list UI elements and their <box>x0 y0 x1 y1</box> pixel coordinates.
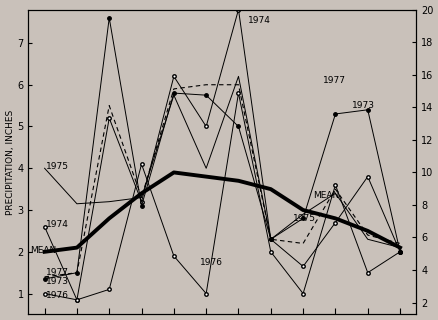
Text: 1977: 1977 <box>46 268 69 277</box>
Text: 1976: 1976 <box>46 291 69 300</box>
Text: 1975: 1975 <box>46 162 69 171</box>
Text: 1974: 1974 <box>247 16 270 25</box>
Text: 1974: 1974 <box>46 220 69 229</box>
Text: MEAN: MEAN <box>312 191 338 200</box>
Text: 1973: 1973 <box>351 101 374 110</box>
Text: MEAN: MEAN <box>30 246 56 255</box>
Text: 1977: 1977 <box>322 76 345 85</box>
Text: 1976: 1976 <box>199 258 222 267</box>
Text: 1973: 1973 <box>46 276 69 285</box>
Y-axis label: PRECIPITATION, INCHES: PRECIPITATION, INCHES <box>6 109 14 215</box>
Text: 1975: 1975 <box>293 214 316 223</box>
